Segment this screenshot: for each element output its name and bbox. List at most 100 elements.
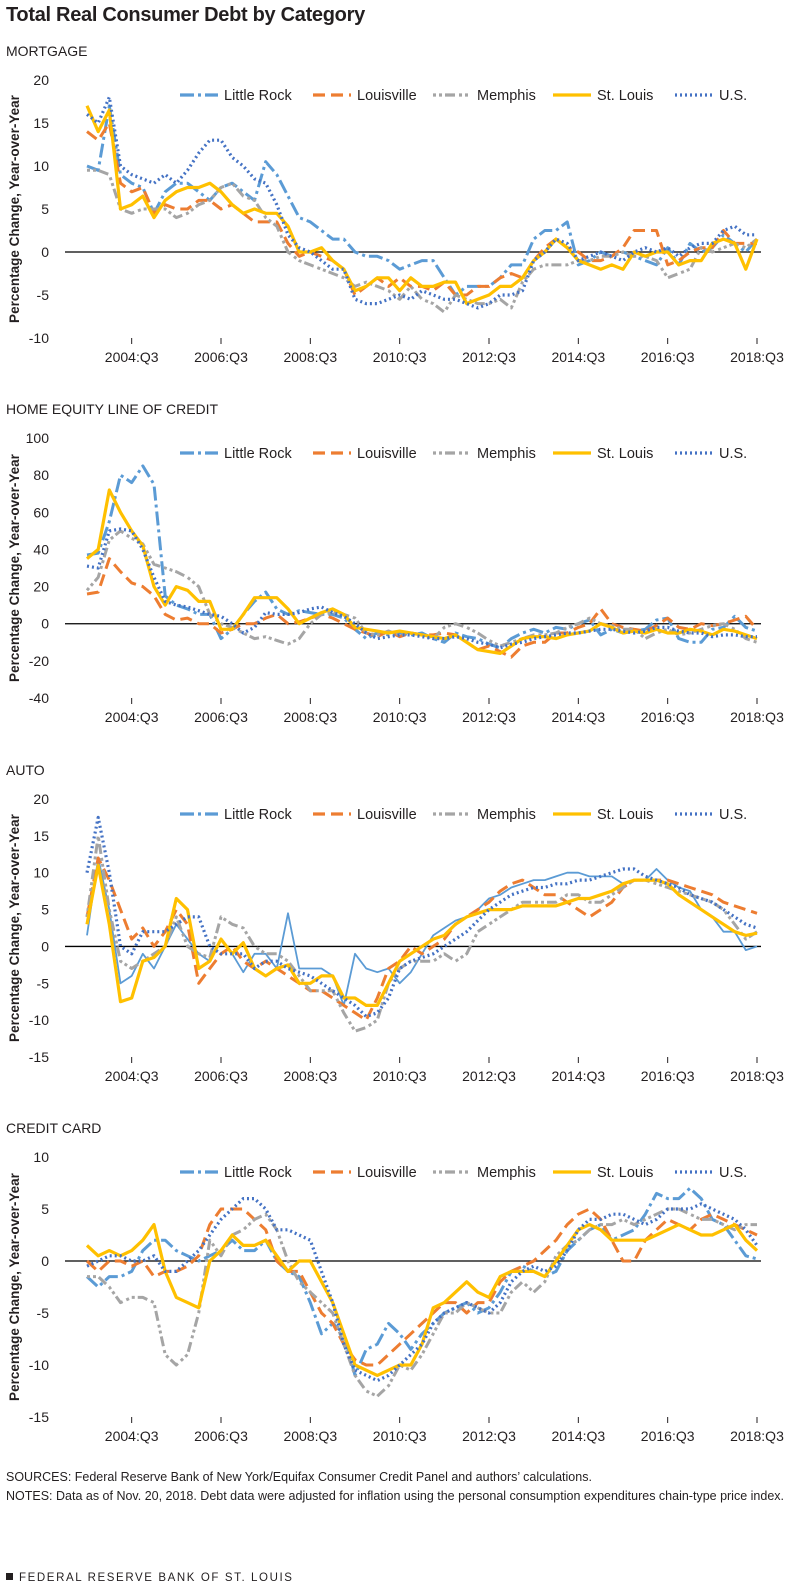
- footer-org: FEDERAL RESERVE BANK OF ST. LOUIS: [6, 1572, 294, 1584]
- series-line-memphis: [85, 834, 758, 1033]
- x-tick-label: 2004:Q3: [105, 349, 159, 365]
- x-tick-label: 2016:Q3: [641, 349, 695, 365]
- legend-label-little-rock: Little Rock: [224, 88, 292, 104]
- series-line-st-louis: [85, 863, 758, 1007]
- y-tick-label: 10: [33, 158, 49, 174]
- page-title: Total Real Consumer Debt by Category: [6, 4, 365, 26]
- x-tick-label: 2008:Q3: [283, 349, 337, 365]
- x-tick-label: 2012:Q3: [462, 709, 516, 725]
- y-tick-label: 80: [33, 467, 49, 483]
- legend-label-memphis: Memphis: [477, 807, 536, 823]
- y-tick-label: 40: [33, 541, 49, 557]
- y-axis-label: Percentage Change, Year-over-Year: [7, 453, 22, 682]
- x-tick-label: 2018:Q3: [730, 349, 784, 365]
- square-icon: [6, 1573, 13, 1580]
- x-tick-label: 2016:Q3: [641, 1428, 695, 1444]
- x-tick-label: 2006:Q3: [194, 709, 248, 725]
- y-tick-label: -20: [29, 653, 49, 669]
- chart-credit-card: CREDIT CARD Percentage Change, Year-over-…: [6, 1120, 784, 1444]
- y-tick-label: -5: [37, 287, 50, 303]
- legend-label-st-louis: St. Louis: [597, 88, 653, 104]
- x-tick-label: 2010:Q3: [373, 1428, 427, 1444]
- panel-title: MORTGAGE: [6, 43, 87, 59]
- y-axis-label: Percentage Change, Year-over-Year: [7, 1172, 22, 1401]
- x-tick-label: 2008:Q3: [283, 709, 337, 725]
- x-tick-label: 2014:Q3: [551, 349, 605, 365]
- legend-label-u-s: U.S.: [719, 446, 747, 462]
- series-line-u-s: [85, 815, 758, 1019]
- x-tick-label: 2008:Q3: [283, 1068, 337, 1084]
- legend-label-louisville: Louisville: [357, 807, 417, 823]
- panel-title: HOME EQUITY LINE OF CREDIT: [6, 401, 219, 417]
- x-tick-label: 2006:Q3: [194, 349, 248, 365]
- series-line-memphis: [87, 1207, 757, 1398]
- legend-label-louisville: Louisville: [357, 1165, 417, 1181]
- chart-home-equity: HOME EQUITY LINE OF CREDIT Percentage Cha…: [6, 401, 784, 725]
- chart-auto: AUTO Percentage Change, Year-over-Year -15…: [6, 762, 784, 1084]
- series-line-u-s: [86, 95, 757, 310]
- x-tick-label: 2012:Q3: [462, 1068, 516, 1084]
- y-tick-label: -10: [29, 1357, 49, 1373]
- y-tick-label: 15: [33, 115, 49, 131]
- legend-label-st-louis: St. Louis: [597, 807, 653, 823]
- footer-org-label: FEDERAL RESERVE BANK OF ST. LOUIS: [19, 1572, 294, 1584]
- y-axis-label: Percentage Change, Year-over-Year: [7, 813, 22, 1042]
- legend-label-louisville: Louisville: [357, 446, 417, 462]
- x-tick-label: 2014:Q3: [551, 1068, 605, 1084]
- legend-label-little-rock: Little Rock: [224, 446, 292, 462]
- x-tick-label: 2010:Q3: [373, 709, 427, 725]
- y-tick-label: -15: [29, 1049, 49, 1065]
- x-tick-label: 2016:Q3: [641, 1068, 695, 1084]
- legend-label-little-rock: Little Rock: [224, 1165, 292, 1181]
- legend-label-louisville: Louisville: [357, 88, 417, 104]
- y-tick-label: 0: [41, 244, 49, 260]
- chart-mortgage: MORTGAGE Percentage Change, Year-over-Yea…: [6, 43, 784, 365]
- y-tick-label: -10: [29, 1012, 49, 1028]
- x-tick-label: 2012:Q3: [462, 1428, 516, 1444]
- y-tick-label: 0: [41, 938, 49, 954]
- x-tick-label: 2018:Q3: [730, 709, 784, 725]
- y-axis-label: Percentage Change, Year-over-Year: [7, 94, 22, 323]
- x-tick-label: 2004:Q3: [105, 1068, 159, 1084]
- notes-text: NOTES: Data as of Nov. 20, 2018. Debt da…: [6, 1489, 784, 1503]
- x-tick-label: 2010:Q3: [373, 1068, 427, 1084]
- series-line-little-rock: [85, 1186, 758, 1377]
- y-tick-label: 20: [33, 791, 49, 807]
- y-tick-label: 5: [41, 902, 49, 918]
- y-tick-label: -5: [37, 1305, 50, 1321]
- legend-label-st-louis: St. Louis: [597, 446, 653, 462]
- y-tick-label: 5: [41, 1201, 49, 1217]
- y-tick-label: 20: [33, 579, 49, 595]
- legend-label-u-s: U.S.: [719, 88, 747, 104]
- series-line-st-louis: [85, 1222, 759, 1377]
- series-line-louisville: [86, 121, 757, 297]
- y-tick-label: 60: [33, 504, 49, 520]
- y-tick-label: 5: [41, 201, 49, 217]
- y-tick-label: -5: [37, 975, 50, 991]
- panel-title: CREDIT CARD: [6, 1120, 101, 1136]
- x-tick-label: 2016:Q3: [641, 709, 695, 725]
- legend-label-st-louis: St. Louis: [597, 1165, 653, 1181]
- y-tick-label: -10: [29, 330, 49, 346]
- x-tick-label: 2012:Q3: [462, 349, 516, 365]
- series-line-louisville: [85, 856, 758, 1022]
- sources-note: SOURCES: Federal Reserve Bank of New Yor…: [6, 1470, 592, 1484]
- panel-title: AUTO: [6, 762, 45, 778]
- legend-label-u-s: U.S.: [719, 807, 747, 823]
- y-tick-label: 10: [33, 865, 49, 881]
- x-tick-label: 2018:Q3: [730, 1428, 784, 1444]
- series-line-u-s: [86, 1196, 759, 1383]
- x-tick-label: 2006:Q3: [194, 1068, 248, 1084]
- y-tick-label: 10: [33, 1149, 49, 1165]
- y-tick-label: -15: [29, 1409, 49, 1425]
- x-tick-label: 2014:Q3: [551, 709, 605, 725]
- legend-label-u-s: U.S.: [719, 1165, 747, 1181]
- series-line-st-louis: [85, 105, 759, 306]
- y-tick-label: -40: [29, 690, 49, 706]
- y-tick-label: 20: [33, 72, 49, 88]
- y-tick-label: 15: [33, 828, 49, 844]
- y-tick-label: 0: [41, 616, 49, 632]
- series-line-little-rock: [86, 104, 759, 297]
- x-tick-label: 2004:Q3: [105, 1428, 159, 1444]
- series-line-st-louis: [85, 488, 758, 655]
